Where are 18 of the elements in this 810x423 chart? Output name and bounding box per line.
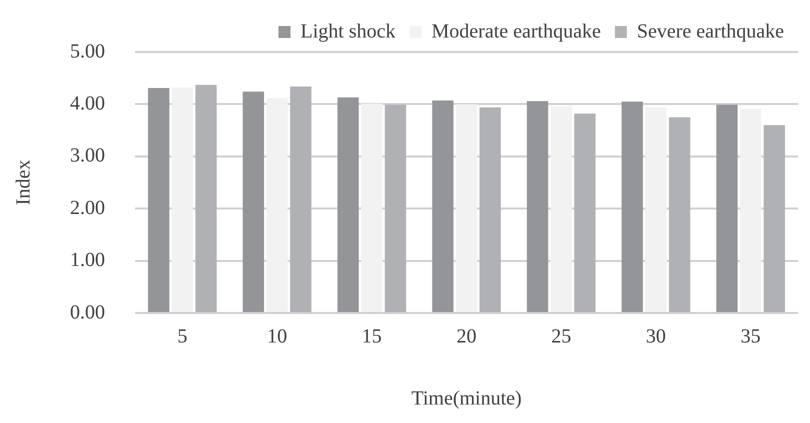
- y-axis-title: Index: [12, 160, 34, 206]
- x-tick-label: 25: [551, 325, 572, 348]
- x-tick-label: 35: [740, 325, 761, 348]
- y-tick-label: 5.00: [70, 40, 105, 62]
- x-tick-label: 10: [267, 325, 288, 348]
- y-tick-label: 2.00: [70, 196, 105, 219]
- x-tick-label: 5: [177, 325, 188, 348]
- x-tick-label: 15: [362, 325, 382, 348]
- legend-label: Severe earthquake: [636, 20, 784, 42]
- legend-label: Light shock: [300, 20, 396, 42]
- x-tick-label: 30: [646, 325, 666, 348]
- y-tick-label: 0.00: [70, 301, 105, 324]
- x-tick-label: 20: [456, 325, 476, 348]
- y-tick-label: 1.00: [70, 249, 105, 272]
- y-tick-label: 4.00: [70, 92, 105, 114]
- legend-label: Moderate earthquake: [432, 20, 601, 42]
- y-tick-label: 3.00: [70, 144, 105, 167]
- x-axis-title: Time(minute): [411, 387, 522, 410]
